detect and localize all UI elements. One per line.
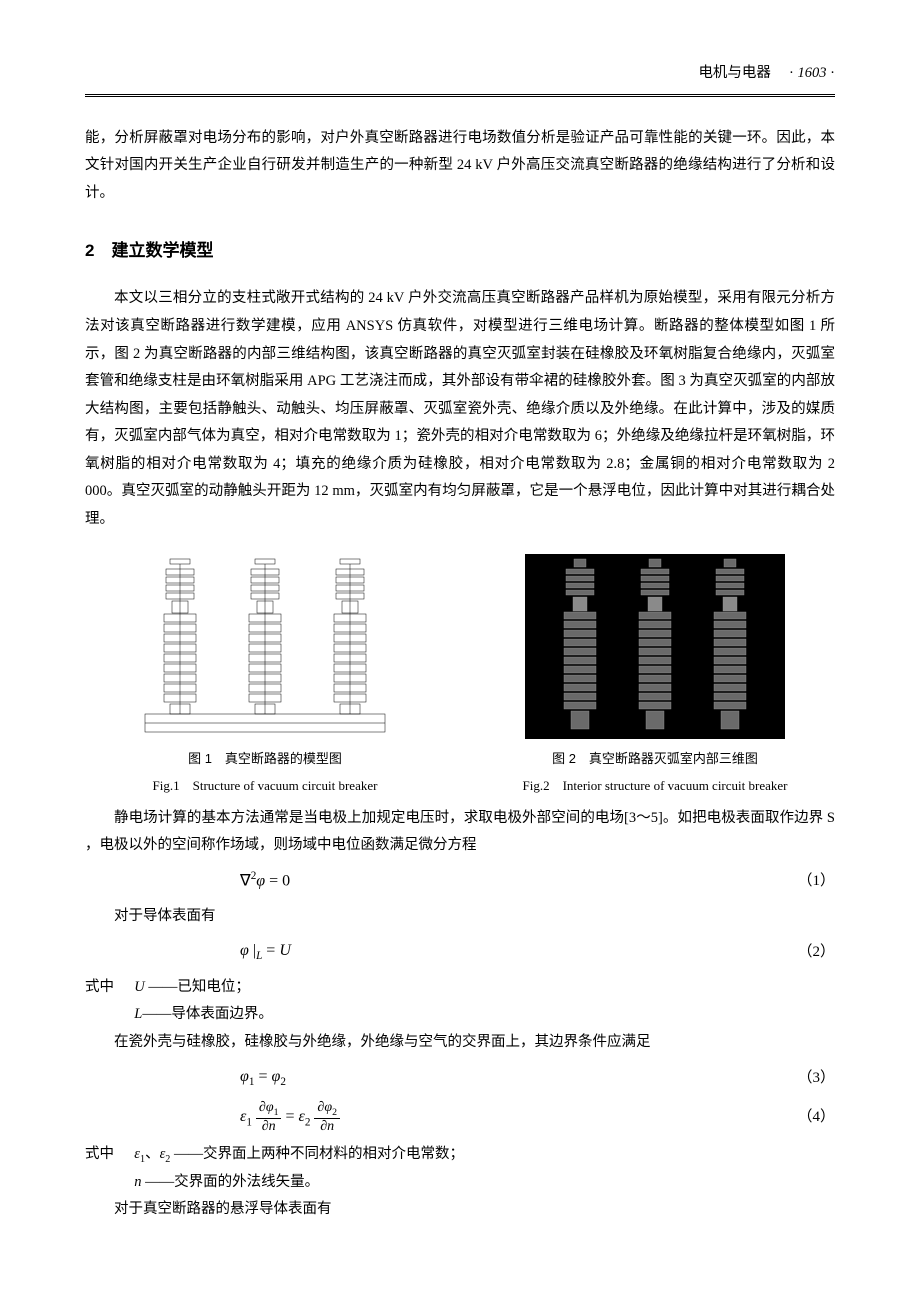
def-eps: 式中ε1、ε2 ——交界面上两种不同材料的相对介电常数； bbox=[85, 1141, 835, 1169]
paragraph-interface: 在瓷外壳与硅橡胶，硅橡胶与外绝缘，外绝缘与空气的交界面上，其边界条件应满足 bbox=[85, 1029, 835, 1057]
fig2-svg bbox=[525, 554, 785, 739]
def-prefix: 式中 bbox=[85, 974, 134, 1002]
fig1-caption-cn: 图 1 真空断路器的模型图 bbox=[85, 747, 445, 772]
eq3-expr: φ1 = φ2 bbox=[240, 1062, 286, 1093]
paragraph-model: 本文以三相分立的支柱式敞开式结构的 24 kV 户外交流高压真空断路器产品样机为… bbox=[85, 285, 835, 533]
eq2-expr: φ |L = U bbox=[240, 936, 291, 967]
page-header: 电机与电器 · 1603 · bbox=[85, 60, 835, 97]
equation-4: ε1 ∂φ1∂n = ε2 ∂φ2∂n （4） bbox=[85, 1100, 835, 1135]
fig2-caption-en: Fig.2 Interior structure of vacuum circu… bbox=[475, 774, 835, 799]
eq4-expr: ε1 ∂φ1∂n = ε2 ∂φ2∂n bbox=[240, 1100, 340, 1135]
figure-2: 图 2 真空断路器灭弧室内部三维图 Fig.2 Interior structu… bbox=[475, 549, 835, 798]
figures-row: 图 1 真空断路器的模型图 Fig.1 Structure of vacuum … bbox=[85, 549, 835, 798]
def-prefix-2: 式中 bbox=[85, 1141, 134, 1169]
paragraph-conductor: 对于导体表面有 bbox=[85, 903, 835, 931]
header-page-number: 1603 bbox=[798, 65, 827, 81]
paragraph-method: 静电场计算的基本方法通常是当电极上加规定电压时，求取电极外部空间的电场[3～5]… bbox=[85, 805, 835, 860]
def-n: n ——交界面的外法线矢量。 bbox=[85, 1169, 835, 1197]
eq4-num: （4） bbox=[797, 1103, 835, 1132]
header-section: 电机与电器 bbox=[698, 65, 771, 81]
def-u: 式中U ——已知电位； bbox=[85, 974, 835, 1002]
section-2-title: 2 建立数学模型 bbox=[85, 235, 835, 267]
def-l: L——导体表面边界。 bbox=[85, 1001, 835, 1029]
fig2-caption-cn: 图 2 真空断路器灭弧室内部三维图 bbox=[475, 747, 835, 772]
figure-1-image bbox=[85, 549, 445, 739]
eq1-num: （1） bbox=[797, 867, 835, 896]
eq3-num: （3） bbox=[797, 1064, 835, 1093]
equation-3: φ1 = φ2 （3） bbox=[85, 1062, 835, 1093]
paragraph-floating: 对于真空断路器的悬浮导体表面有 bbox=[85, 1196, 835, 1224]
paragraph-intro: 能，分析屏蔽罩对电场分布的影响，对户外真空断路器进行电场数值分析是验证产品可靠性… bbox=[85, 125, 835, 208]
figure-2-image bbox=[475, 549, 835, 739]
eq2-num: （2） bbox=[797, 938, 835, 967]
eq1-expr: ∇2φ = 0 bbox=[240, 866, 290, 897]
fig1-caption-en: Fig.1 Structure of vacuum circuit breake… bbox=[85, 774, 445, 799]
equation-1: ∇2φ = 0 （1） bbox=[85, 866, 835, 897]
equation-2: φ |L = U （2） bbox=[85, 936, 835, 967]
figure-1: 图 1 真空断路器的模型图 Fig.1 Structure of vacuum … bbox=[85, 549, 445, 798]
fig1-svg bbox=[135, 554, 395, 739]
